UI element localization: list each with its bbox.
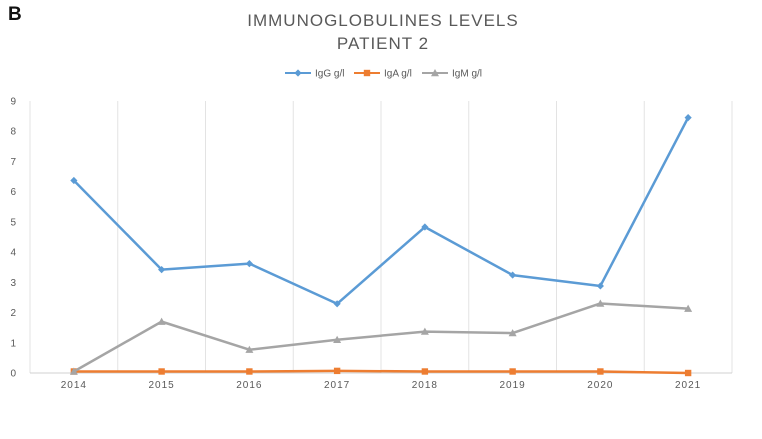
data-point	[509, 271, 517, 279]
legend-label: IgM g/l	[452, 69, 482, 80]
x-tick-label: 2018	[412, 380, 438, 391]
data-point	[684, 304, 693, 312]
axes: 0 1 2 3 4 5 6 7 8 9 2014 2015 2016 2017 2018 2019 2020 20…	[10, 97, 732, 391]
legend-swatch-marker	[294, 69, 302, 77]
legend-item: IgG g/l	[285, 69, 344, 80]
x-tick-label: 2016	[236, 380, 262, 391]
data-point	[246, 368, 253, 375]
x-tick-label: 2015	[149, 380, 175, 391]
y-tick-label: 6	[10, 187, 16, 198]
data-point	[158, 266, 166, 274]
y-tick-label: 5	[10, 217, 16, 228]
legend-item: IgA g/l	[354, 69, 412, 80]
chart-subtitle: PATIENT 2	[337, 34, 429, 53]
legend-item: IgM g/l	[422, 69, 482, 80]
data-point	[70, 176, 78, 185]
legend: IgG g/l IgA g/l IgM g/l	[285, 69, 482, 80]
y-tick-label: 1	[10, 338, 16, 349]
data-point	[684, 114, 692, 122]
data-point	[69, 367, 78, 375]
data-point	[596, 282, 604, 290]
x-tick-label: 2017	[324, 380, 350, 391]
data-point	[333, 335, 342, 343]
panel-label: B	[8, 4, 22, 25]
x-tick-label: 2020	[587, 380, 613, 391]
legend-swatch-marker	[431, 69, 439, 77]
x-tick-label: 2019	[500, 380, 526, 391]
data-point	[597, 368, 604, 375]
data-point	[420, 327, 429, 335]
series-line	[73, 302, 689, 373]
x-tick-label: 2021	[675, 380, 701, 391]
series-1	[70, 114, 692, 308]
y-tick-label: 9	[10, 97, 16, 108]
data-point	[333, 300, 341, 308]
y-tick-label: 7	[10, 157, 16, 168]
data-point	[421, 368, 429, 375]
y-tick-label: 3	[10, 278, 16, 289]
y-tick-label: 8	[10, 127, 16, 138]
series-line	[73, 369, 689, 375]
legend-label: IgA g/l	[384, 69, 412, 80]
data-point	[684, 369, 692, 377]
legend-swatch-marker	[363, 69, 371, 77]
data-point	[157, 317, 166, 325]
x-tick-label: 2014	[61, 380, 87, 391]
y-tick-label: 0	[10, 369, 16, 380]
data-point	[509, 368, 516, 375]
grid	[29, 101, 733, 373]
y-tick-label: 4	[10, 248, 16, 259]
data-point	[508, 329, 517, 337]
chart-title: IMMUNOGLOBULINES LEVELS	[247, 11, 518, 30]
series-line	[72, 117, 690, 306]
data-point	[421, 223, 429, 231]
data-point	[333, 367, 341, 375]
y-tick-label: 2	[10, 308, 16, 319]
series-group	[69, 114, 693, 377]
data-point	[596, 299, 605, 307]
legend-label: IgG g/l	[315, 69, 344, 80]
data-point	[158, 368, 165, 375]
data-point	[245, 345, 254, 353]
series-3	[69, 299, 693, 375]
data-point	[245, 259, 253, 268]
